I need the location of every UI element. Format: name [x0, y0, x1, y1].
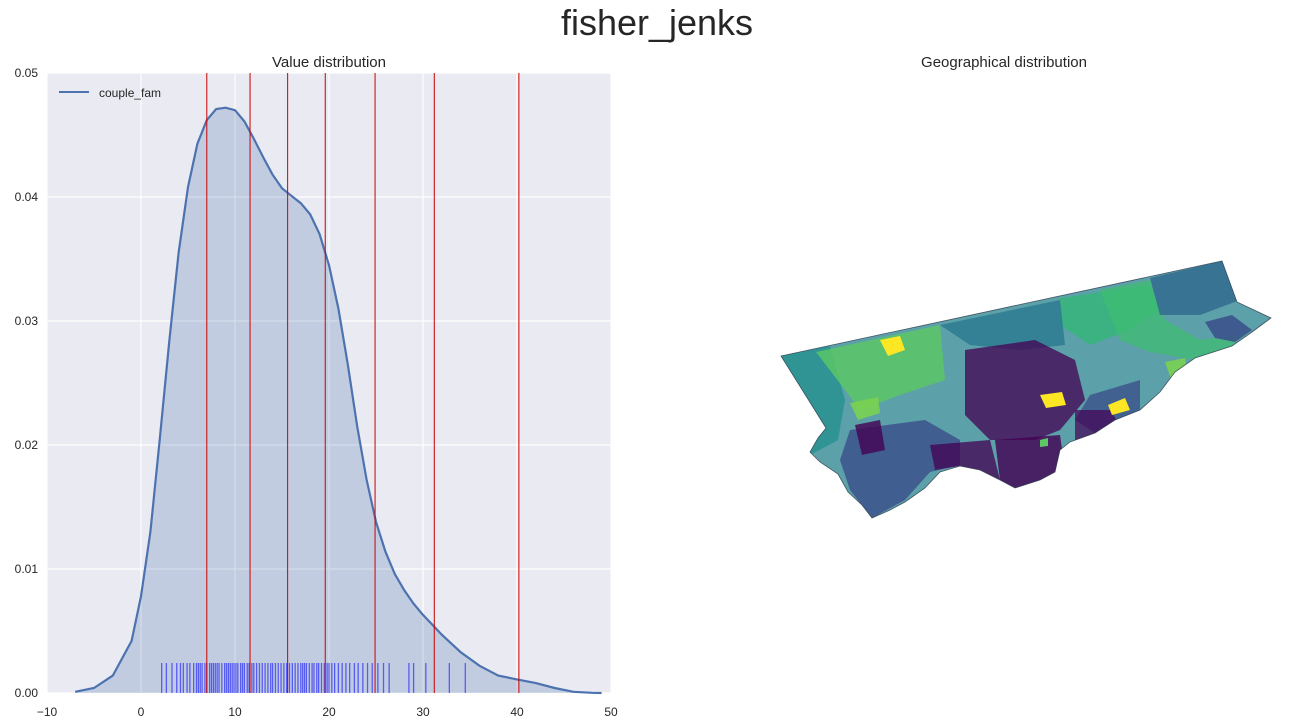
map-region: [781, 346, 845, 455]
map-region: [1108, 398, 1130, 415]
plot-title: Value distribution: [272, 54, 386, 71]
map-region: [816, 325, 945, 410]
map-regions: [781, 261, 1271, 518]
y-tick-label: 0.03: [15, 314, 39, 328]
x-tick-label: 40: [510, 705, 524, 719]
density-line: [74, 106, 602, 695]
map-region: [995, 435, 1065, 488]
x-tick-label: 20: [322, 705, 336, 719]
x-tick-label: 30: [416, 705, 430, 719]
map-region: [1205, 315, 1252, 342]
map-region: [880, 336, 905, 356]
legend: couple_fam: [59, 86, 161, 100]
y-tick-labels: 0.00 0.01 0.02 0.03 0.04 0.05: [15, 66, 39, 700]
y-tick-label: 0.04: [15, 190, 39, 204]
map-region: [855, 420, 885, 455]
figure-title: fisher_jenks: [560, 2, 754, 43]
y-tick-label: 0.00: [15, 686, 39, 700]
map-region: [1100, 280, 1240, 360]
x-tick-label: 0: [138, 705, 145, 719]
class-break-lines: [206, 73, 520, 693]
x-tick-label: −10: [37, 705, 58, 719]
map-region: [930, 440, 1000, 480]
grid: [46, 72, 612, 694]
map-region: [1075, 410, 1120, 440]
y-tick-label: 0.01: [15, 562, 39, 576]
city-outline: [780, 260, 1272, 519]
x-tick-label: 10: [228, 705, 242, 719]
legend-label: couple_fam: [99, 86, 161, 100]
map-region: [1040, 438, 1048, 447]
x-tick-label: 50: [604, 705, 618, 719]
rug-marks: [161, 663, 466, 693]
map-region: [965, 340, 1085, 440]
map-region: [940, 300, 1065, 350]
map-region: [1040, 392, 1066, 408]
map-title: Geographical distribution: [921, 54, 1087, 71]
y-tick-label: 0.02: [15, 438, 39, 452]
map-region: [1150, 261, 1240, 315]
map-region: [850, 397, 880, 420]
y-tick-label: 0.05: [15, 66, 39, 80]
x-tick-labels: −10 0 10 20 30 40 50: [37, 705, 618, 719]
